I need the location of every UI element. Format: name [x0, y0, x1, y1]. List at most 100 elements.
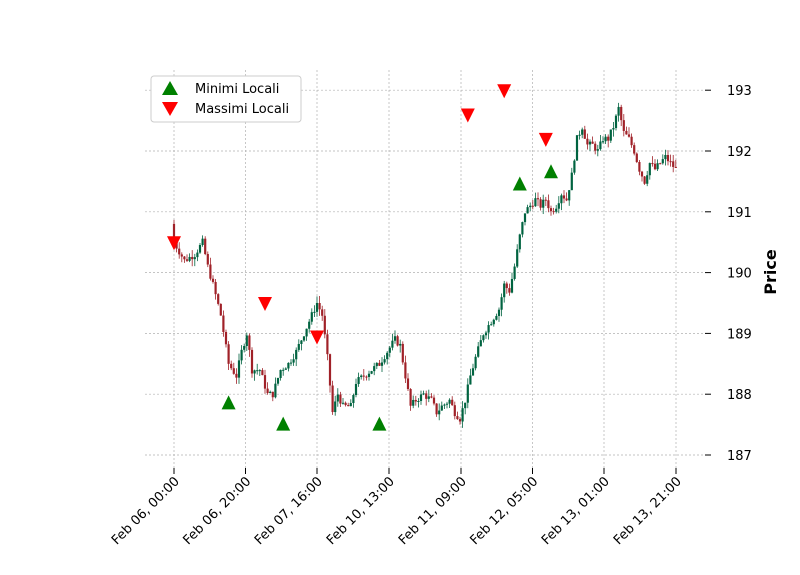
candle-body: [287, 362, 290, 369]
candle-body: [448, 399, 451, 404]
candle-body: [310, 312, 313, 322]
candle-body: [367, 373, 371, 377]
candle-body: [510, 278, 514, 293]
candle-body: [464, 402, 467, 409]
candle-body: [334, 401, 337, 413]
candle-body: [362, 375, 365, 377]
candle-body: [614, 115, 618, 129]
candle-body: [230, 363, 233, 369]
candle-body: [661, 159, 664, 164]
candle-body: [360, 375, 363, 378]
candle-body: [474, 356, 477, 369]
candle-body: [266, 388, 269, 394]
candle-body: [388, 347, 391, 353]
candle-body: [240, 349, 243, 361]
candle-body: [391, 340, 394, 348]
candle-body: [412, 399, 415, 406]
candle-body: [529, 205, 532, 208]
candle-body: [209, 264, 212, 279]
candle-body: [300, 340, 303, 344]
candle-body: [258, 370, 261, 372]
y-tick-label: 187: [727, 449, 752, 464]
x-tick-label: Feb 13, 01:00: [539, 474, 613, 548]
candle-body: [469, 375, 472, 385]
y-tick-label: 191: [727, 206, 752, 221]
candle-body: [505, 283, 508, 289]
candle-body: [383, 359, 386, 363]
local-minimum-marker: [512, 176, 527, 191]
candle-body: [552, 211, 555, 213]
legend-marker-maxima: [162, 102, 178, 116]
candle-body: [235, 373, 238, 378]
local-minimum-marker: [276, 416, 291, 431]
candle-body: [386, 352, 389, 360]
candle-body: [414, 399, 417, 402]
candle-body: [471, 368, 475, 376]
candle-body: [201, 238, 204, 245]
candle-body: [349, 403, 352, 407]
y-tick-label: 192: [727, 145, 752, 160]
candle-body: [581, 129, 584, 135]
y-axis-label: Price: [761, 249, 780, 295]
candle-body: [622, 120, 625, 131]
candle-body: [591, 141, 594, 144]
legend-label-maxima: Massimi Locali: [195, 102, 289, 117]
candle-body: [318, 303, 321, 310]
candle-body: [484, 332, 488, 336]
candle-body: [185, 259, 189, 261]
candle-body: [503, 283, 506, 298]
candle-body: [315, 303, 319, 312]
candle-body: [547, 200, 550, 209]
candle-body: [396, 336, 399, 346]
candle-body: [627, 134, 631, 137]
candle-body: [188, 256, 191, 261]
candle-body: [490, 324, 493, 326]
candle-body: [204, 238, 207, 255]
candle-body: [596, 149, 599, 151]
candle-body: [211, 278, 215, 282]
candle-body: [646, 175, 649, 184]
candle-body: [393, 336, 397, 341]
candle-body: [513, 266, 516, 279]
candle-body: [607, 136, 610, 141]
x-tick-label: Feb 07, 16:00: [252, 474, 326, 548]
y-tick-label: 193: [727, 84, 752, 99]
candle-body: [253, 370, 256, 374]
candle-body: [404, 362, 407, 379]
x-tick-label: Feb 10, 13:00: [324, 474, 398, 548]
candle-body: [588, 141, 592, 145]
candle-body: [523, 213, 527, 223]
candle-body: [521, 222, 524, 235]
candle-body: [659, 163, 662, 165]
candle-body: [508, 288, 511, 293]
candle-body: [466, 384, 469, 403]
candle-body: [269, 391, 272, 394]
candle-body: [302, 336, 306, 341]
candle-body: [263, 375, 267, 389]
candle-body: [625, 130, 628, 135]
candle-body: [630, 136, 633, 146]
candle-body: [557, 203, 560, 209]
candle-body: [549, 208, 553, 212]
candle-body: [183, 256, 186, 260]
x-tick-label: Feb 06, 20:00: [180, 474, 254, 548]
candle-body: [401, 343, 404, 363]
candle-body: [440, 405, 443, 411]
candle-body: [640, 171, 644, 177]
candle-body: [422, 393, 425, 395]
candle-body: [633, 145, 636, 154]
candle-body: [555, 208, 558, 212]
candle-body: [451, 399, 454, 406]
candle-body: [175, 242, 178, 249]
candle-body: [495, 315, 498, 320]
candle-body: [492, 319, 495, 325]
candle-body: [232, 368, 235, 374]
candle-body: [180, 254, 183, 257]
candle-body: [531, 205, 534, 207]
local-maximum-marker: [167, 236, 181, 251]
candle-body: [198, 244, 202, 253]
candle-body: [292, 359, 295, 363]
legend-label-minima: Minimi Locali: [195, 82, 279, 97]
candle-body: [370, 371, 373, 374]
